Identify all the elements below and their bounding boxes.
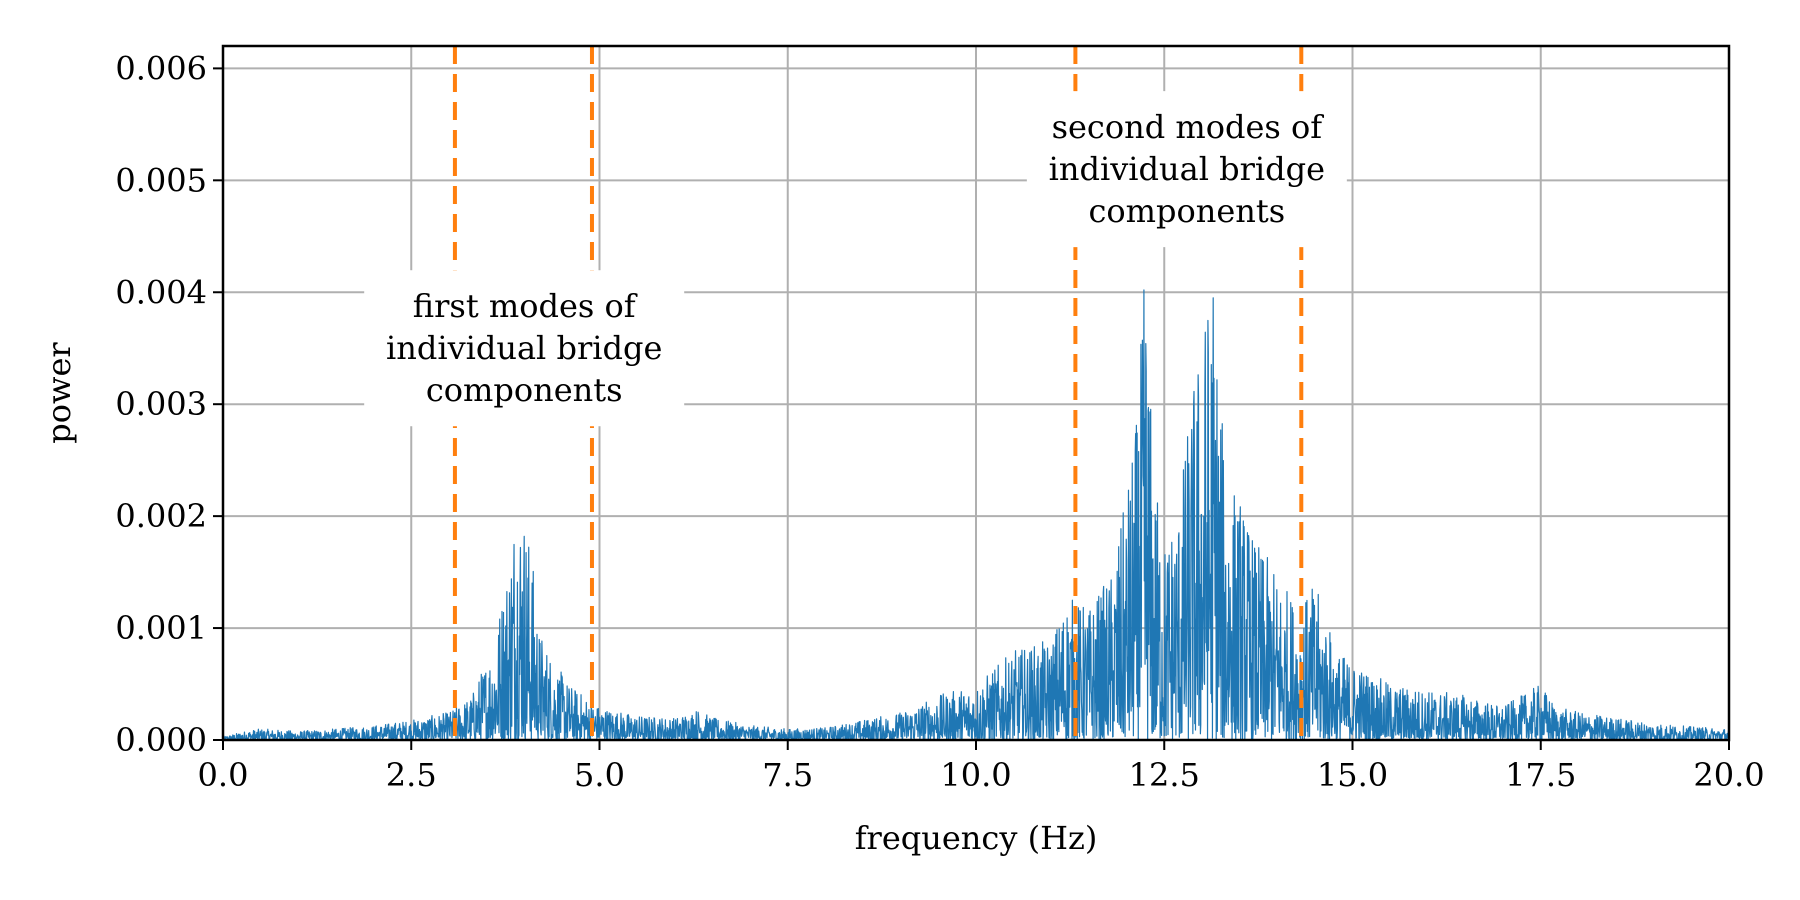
x-tick-label: 2.5 — [386, 756, 437, 794]
annotation-text: individual bridge — [1049, 150, 1325, 188]
y-tick-label: 0.004 — [115, 273, 207, 311]
annotation-box — [364, 270, 685, 427]
annotation-text: second modes of — [1052, 108, 1325, 146]
x-tick-label: 20.0 — [1693, 756, 1764, 794]
y-tick-label: 0.006 — [115, 49, 207, 87]
y-tick-label: 0.005 — [115, 161, 207, 199]
x-tick-label: 7.5 — [762, 756, 813, 794]
x-tick-label: 17.5 — [1505, 756, 1576, 794]
y-tick-label: 0.000 — [115, 721, 207, 759]
x-tick-label: 15.0 — [1317, 756, 1388, 794]
x-tick-label: 10.0 — [940, 756, 1011, 794]
x-tick-label: 12.5 — [1129, 756, 1200, 794]
x-axis-label: frequency (Hz) — [855, 819, 1098, 857]
annotation-box — [1026, 91, 1347, 248]
spectrum-series — [223, 289, 1729, 740]
x-tick-label: 5.0 — [574, 756, 625, 794]
y-axis-label: power — [40, 342, 78, 444]
annotations: first modes of individual bridge component… — [364, 91, 1347, 427]
x-tick-label: 0.0 — [198, 756, 249, 794]
y-tick-label: 0.001 — [115, 609, 207, 647]
annotation-text: components — [1088, 192, 1285, 230]
x-axis-ticks: 0.0 2.5 5.0 7.5 10.0 12.5 15.0 17.5 20.0 — [198, 740, 1765, 794]
spectrum-line — [223, 289, 1729, 740]
annotation-text: individual bridge — [386, 329, 662, 367]
y-axis-ticks: 0.000 0.001 0.002 0.003 0.004 0.005 0.006 — [115, 49, 223, 759]
y-tick-label: 0.003 — [115, 385, 207, 423]
annotation-text: first modes of — [413, 287, 638, 325]
annotation-text: components — [426, 371, 623, 409]
y-tick-label: 0.002 — [115, 497, 207, 535]
